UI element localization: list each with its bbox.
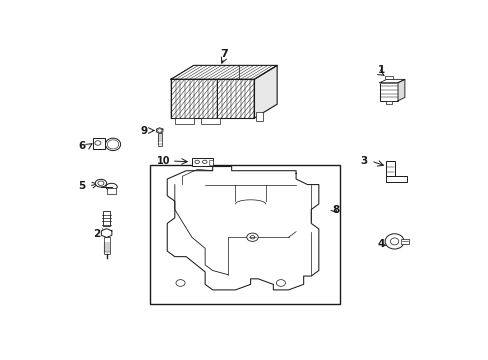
- Polygon shape: [101, 229, 112, 238]
- Text: 8: 8: [331, 204, 339, 215]
- Bar: [201, 118, 220, 124]
- Bar: [154, 168, 335, 301]
- Bar: [385, 76, 392, 79]
- Bar: [93, 138, 104, 149]
- Text: 1: 1: [377, 64, 384, 75]
- Ellipse shape: [107, 140, 119, 149]
- Circle shape: [195, 160, 199, 163]
- Ellipse shape: [109, 141, 117, 148]
- Bar: [256, 112, 263, 121]
- Polygon shape: [171, 66, 277, 79]
- Bar: [191, 158, 212, 166]
- Bar: [106, 188, 116, 194]
- Polygon shape: [254, 66, 277, 118]
- Text: 5: 5: [78, 181, 85, 191]
- Circle shape: [157, 129, 162, 132]
- Text: 4: 4: [377, 239, 384, 249]
- Polygon shape: [379, 79, 404, 83]
- Circle shape: [98, 181, 104, 185]
- Circle shape: [246, 233, 258, 242]
- Circle shape: [95, 141, 101, 145]
- Ellipse shape: [95, 179, 106, 187]
- Bar: [158, 133, 161, 146]
- Text: 7: 7: [220, 49, 227, 59]
- Polygon shape: [397, 79, 404, 101]
- Text: 6: 6: [78, 141, 85, 151]
- Text: 10: 10: [156, 156, 170, 166]
- Polygon shape: [156, 128, 163, 133]
- Ellipse shape: [385, 234, 403, 249]
- Circle shape: [176, 280, 184, 286]
- Bar: [385, 101, 391, 104]
- Circle shape: [276, 280, 285, 286]
- Bar: [401, 239, 408, 244]
- Bar: [175, 118, 193, 124]
- Text: 9: 9: [141, 126, 148, 135]
- Ellipse shape: [389, 238, 398, 245]
- Circle shape: [250, 235, 254, 239]
- Ellipse shape: [105, 183, 117, 190]
- Bar: [386, 161, 395, 176]
- Bar: [386, 176, 407, 182]
- Bar: [103, 237, 109, 254]
- Bar: [208, 159, 213, 165]
- Bar: [150, 165, 339, 304]
- Text: 3: 3: [360, 156, 367, 166]
- Ellipse shape: [105, 138, 121, 150]
- Bar: [379, 83, 397, 101]
- Bar: [102, 211, 110, 226]
- Circle shape: [202, 160, 206, 163]
- Text: 2: 2: [93, 229, 101, 239]
